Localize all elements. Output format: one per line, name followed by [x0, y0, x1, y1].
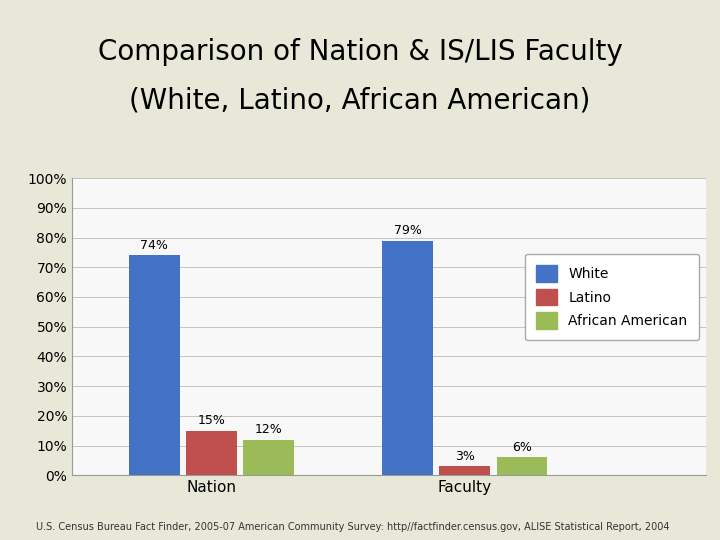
Bar — [497, 457, 547, 475]
Text: 12%: 12% — [255, 423, 282, 436]
Text: Comparison of Nation & IS/LIS Faculty: Comparison of Nation & IS/LIS Faculty — [98, 38, 622, 66]
Bar — [129, 255, 180, 475]
Text: 15%: 15% — [197, 414, 225, 427]
Text: 79%: 79% — [394, 224, 422, 237]
Bar — [243, 440, 294, 475]
Bar — [439, 467, 490, 475]
Text: 74%: 74% — [140, 239, 168, 252]
Text: 3%: 3% — [455, 450, 474, 463]
Legend: White, Latino, African American: White, Latino, African American — [526, 253, 698, 341]
Text: U.S. Census Bureau Fact Finder, 2005-07 American Community Survey: http//factfin: U.S. Census Bureau Fact Finder, 2005-07 … — [36, 522, 670, 532]
Text: 6%: 6% — [512, 441, 532, 454]
Bar — [382, 241, 433, 475]
Bar — [186, 431, 237, 475]
Text: (White, Latino, African American): (White, Latino, African American) — [130, 86, 590, 114]
